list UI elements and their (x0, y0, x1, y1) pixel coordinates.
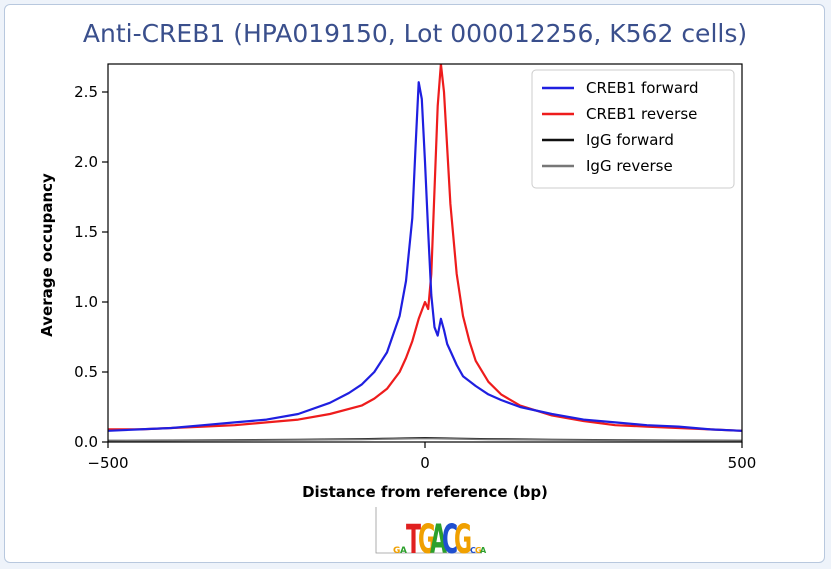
motif-letter: G (418, 516, 436, 563)
motif-minor-letter: G (393, 546, 400, 556)
series-line-creb1-forward (108, 81, 742, 432)
series-layer (108, 64, 742, 442)
x-tick-label: 500 (728, 454, 757, 472)
x-axis-label: Distance from reference (bp) (302, 483, 548, 501)
series-line-igg-reverse (108, 437, 742, 442)
legend: CREB1 forward CREB1 reverse IgG forward IgG… (531, 69, 735, 189)
legend-label: CREB1 forward (586, 79, 699, 97)
y-axis-label: Average occupancy (38, 173, 56, 337)
motif-letter: A (430, 516, 447, 563)
motif-letter: T (406, 516, 421, 563)
motif-minor-letter: C (470, 546, 476, 555)
y-tick-label: 0.5 (74, 363, 98, 381)
motif-letter: C (442, 516, 458, 563)
motif-minor-letter: G (475, 546, 482, 555)
legend-label: IgG forward (586, 131, 674, 149)
y-tick-label: 2.5 (74, 83, 98, 101)
motif-minor-letter: A (480, 546, 487, 555)
y-tick-label: 1.0 (74, 293, 98, 311)
y-tick-label: 2.0 (74, 153, 98, 171)
legend-label: CREB1 reverse (586, 105, 697, 123)
legend-box (531, 69, 735, 189)
legend-label: IgG reverse (586, 157, 673, 175)
motif-axis (375, 507, 482, 554)
x-tick-label: −500 (87, 454, 128, 472)
y-tick-label: 0.0 (74, 433, 98, 451)
y-tick-label: 1.5 (74, 223, 98, 241)
chart-title: Anti-CREB1 (HPA019150, Lot 000012256, K5… (83, 19, 747, 48)
axes-layer: −500 0 500 0.0 0.5 1.0 1.5 2.0 2.5 (74, 63, 757, 472)
motif-letter: G (454, 516, 472, 563)
motif-minor-letter: A (400, 546, 407, 556)
x-tick-label: 0 (420, 454, 430, 472)
